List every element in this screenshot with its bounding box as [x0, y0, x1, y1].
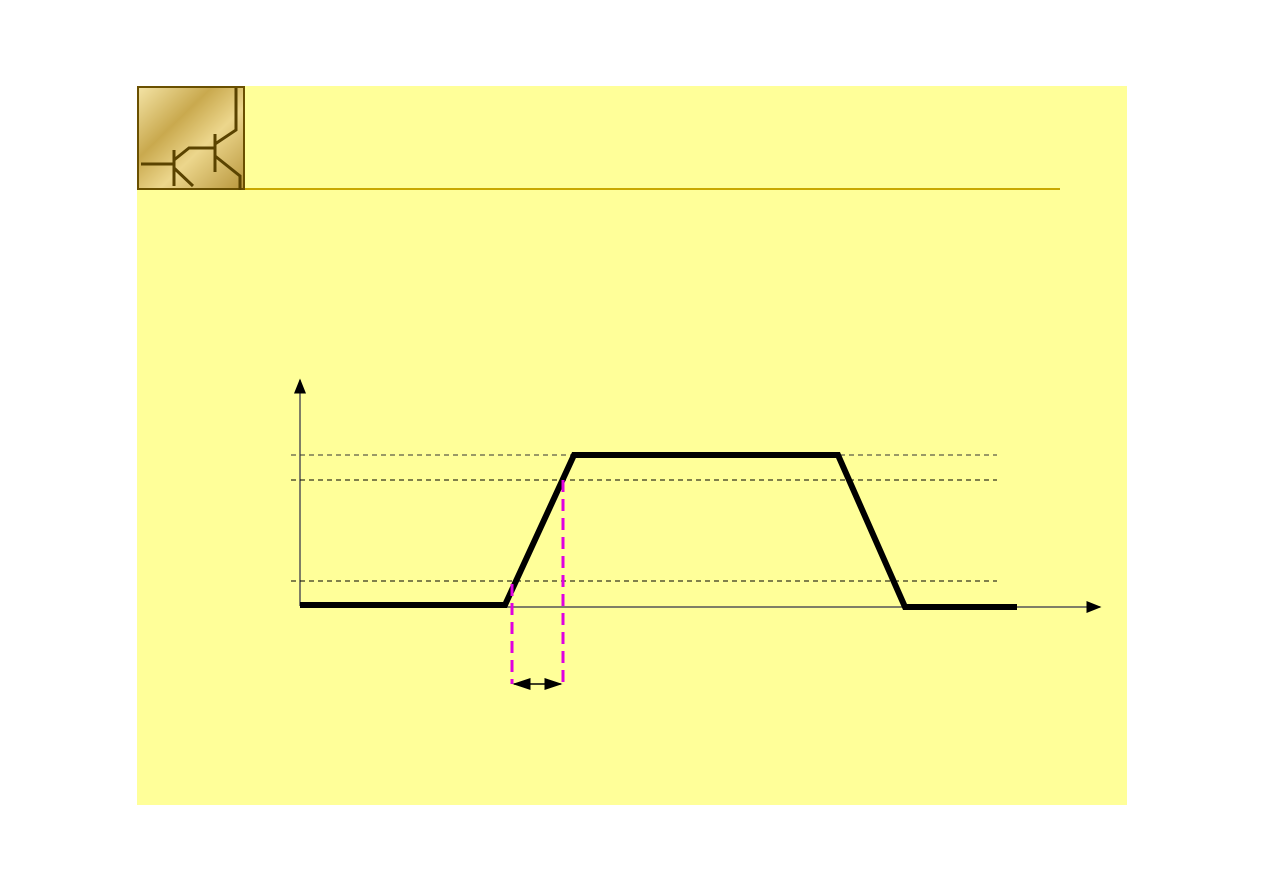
- transistor-logo-icon: [137, 86, 245, 190]
- pulse-waveform: [300, 452, 1017, 610]
- slide-background: [137, 86, 1127, 805]
